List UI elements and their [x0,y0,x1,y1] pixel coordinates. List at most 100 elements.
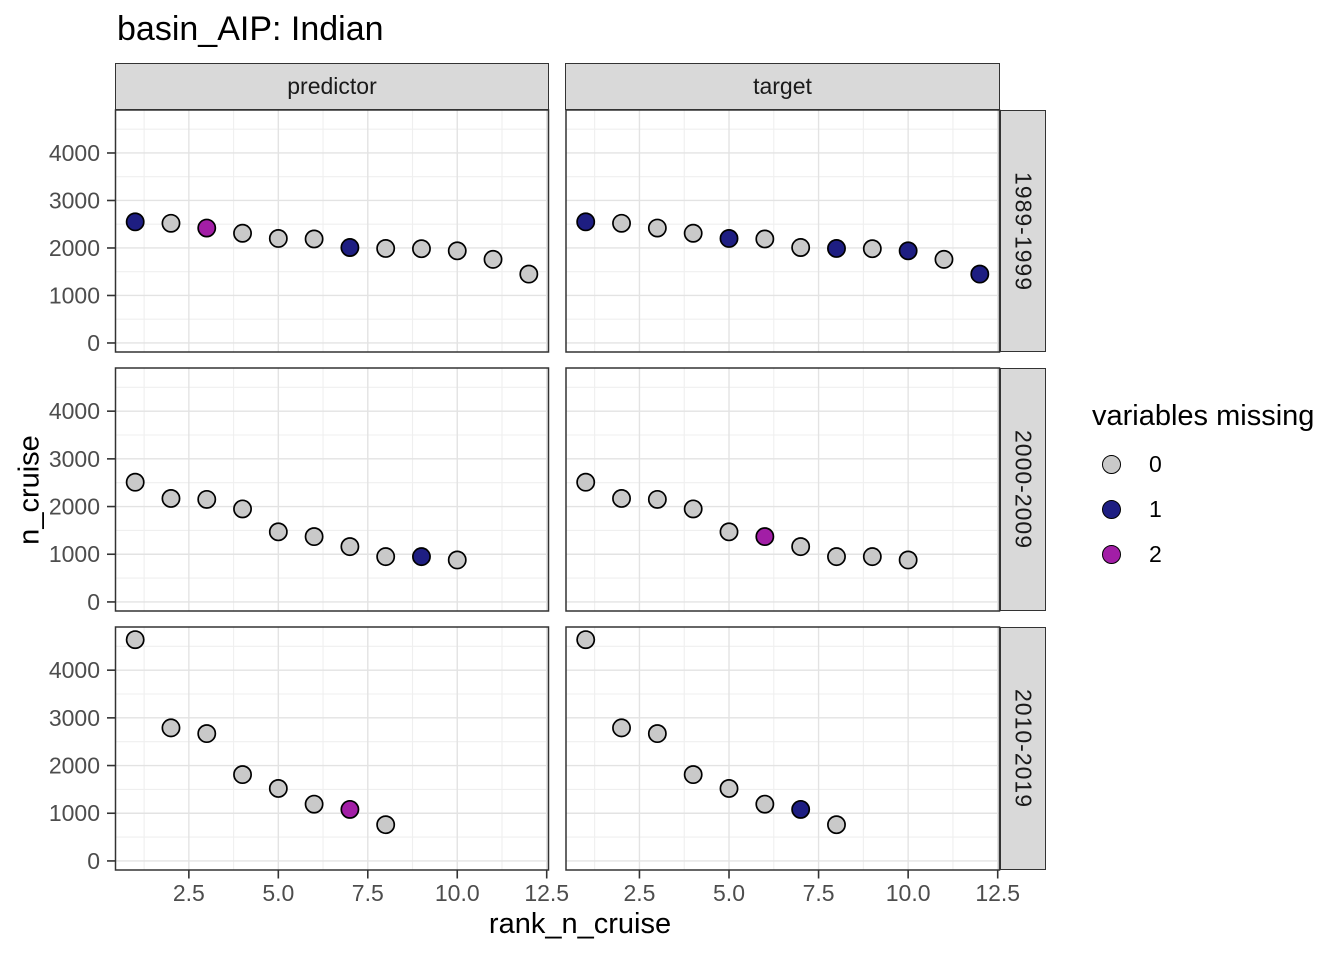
legend-key-circle-2 [1102,544,1121,564]
data-point [447,241,467,261]
facet-strip-label: 1989-1999 [1010,171,1037,291]
data-point [519,264,539,284]
data-point [612,213,631,233]
y-tick-label: 2000 [49,494,100,520]
data-point [647,724,667,744]
y-tick-label: 2000 [49,235,100,261]
x-tick-label: 10.0 [435,880,480,906]
data-point [827,815,846,835]
x-axis-title: rank_n_cruise [488,908,672,940]
legend-key-circle-0 [1102,454,1121,474]
data-point [483,249,503,269]
data-point [412,547,431,567]
y-tick-label: 2000 [49,753,100,779]
data-point [791,537,811,557]
panel-border [114,367,550,612]
data-point [719,229,739,248]
legend-item-label: 0 [1149,450,1162,477]
panel-bg [115,368,549,611]
data-point [970,264,990,284]
y-tick-label: 4000 [49,398,100,424]
data-point [340,799,360,819]
data-point [268,522,288,542]
data-point [647,218,667,238]
legend-title: variables missing [1092,400,1315,432]
panel-border [565,626,1001,871]
data-point [233,499,252,519]
data-point [376,547,396,567]
data-point [755,794,775,814]
data-point [683,499,703,519]
y-tick-label: 1000 [49,800,100,826]
x-tick-label: 5.0 [262,880,294,906]
legend-key-circle-1 [1102,499,1121,519]
facet-strip-target: target [565,63,1000,110]
data-point [934,249,954,269]
data-point [827,547,846,567]
data-point [376,815,396,835]
x-tick-label: 10.0 [886,880,931,906]
data-point [862,547,882,567]
facet-strip-1989-1999: 1989-1999 [1000,110,1046,352]
y-tick-label: 1000 [49,541,100,567]
panel-bg [566,627,1000,870]
data-point [304,229,324,249]
y-tick-label: 4000 [49,140,100,166]
x-tick-label: 2.5 [173,880,205,906]
data-point [161,718,181,738]
data-point [233,765,252,785]
y-tick-label: 1000 [49,282,100,308]
x-tick-label: 7.5 [803,880,835,906]
legend-item-1: 1 [1092,495,1162,522]
data-point [755,229,775,249]
facet-strip-label: 2010-2019 [1010,689,1037,808]
legend-item-2: 2 [1092,541,1162,567]
data-point [719,522,739,542]
legend: variables missing 0 1 2 [1092,400,1332,580]
y-tick-label: 0 [87,848,100,874]
data-point [612,488,631,508]
legend-item-0: 0 [1092,450,1162,477]
panel-bg [566,110,1000,352]
x-tick-label: 7.5 [352,880,384,906]
data-point [576,472,596,492]
data-point [233,223,252,243]
data-point [755,527,775,547]
data-point [647,489,667,509]
data-point [827,239,846,258]
legend-item-label: 1 [1149,495,1162,522]
data-point [340,537,360,557]
x-tick-label: 5.0 [713,880,745,906]
data-point [719,778,739,798]
data-point [161,213,181,233]
y-tick-label: 3000 [49,446,100,472]
data-point [125,472,145,492]
data-point [304,527,324,547]
data-point [304,794,324,814]
data-point [683,765,703,785]
data-point [898,241,918,261]
panel-bg [115,627,549,870]
data-point [197,489,217,509]
data-point [898,550,918,570]
facet-strip-2010-2019: 2010-2019 [1000,627,1046,870]
panel-bg [115,110,549,352]
panel-border [114,109,550,353]
data-point [376,239,396,258]
data-point [447,550,467,570]
data-point [268,778,288,798]
data-point [576,212,596,232]
panel-border [565,109,1001,353]
facet-strip-label: predictor [287,73,377,99]
panel-border [565,367,1001,612]
y-tick-label: 4000 [49,657,100,683]
panel-bg [566,368,1000,611]
y-tick-label: 0 [87,330,100,356]
facet-strip-label: target [753,73,812,99]
data-point [125,212,145,232]
data-point [197,218,217,238]
data-point [412,239,431,259]
chart-title: basin_AIP: Indian [117,10,384,48]
facet-strip-2000-2009: 2000-2009 [1000,368,1046,611]
